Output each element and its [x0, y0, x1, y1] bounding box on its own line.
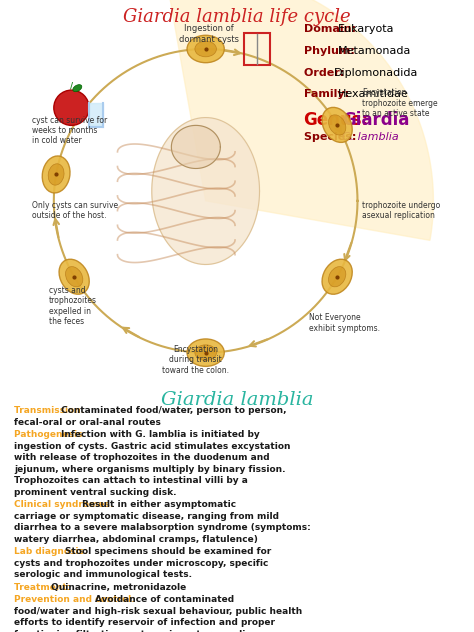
Text: with release of trophozoites in the duodenum and: with release of trophozoites in the duod… — [14, 453, 270, 463]
Text: carriage or symptomatic disease, ranging from mild: carriage or symptomatic disease, ranging… — [14, 512, 279, 521]
Text: Phylum:: Phylum: — [304, 46, 358, 56]
Text: Giardia lamblia life cycle: Giardia lamblia life cycle — [123, 8, 351, 26]
Polygon shape — [152, 118, 260, 264]
Text: functioning filtration systems in water supplies.: functioning filtration systems in water … — [14, 629, 260, 632]
Text: Ingestion of
dormant cysts: Ingestion of dormant cysts — [179, 25, 238, 44]
Ellipse shape — [322, 107, 352, 142]
Ellipse shape — [195, 345, 217, 360]
Text: Stool specimens should be examined for: Stool specimens should be examined for — [64, 547, 271, 556]
Text: Result in either asymptomatic: Result in either asymptomatic — [82, 501, 236, 509]
Text: Species:: Species: — [304, 132, 360, 142]
Text: Trophozoites can attach to intestinal villi by a: Trophozoites can attach to intestinal vi… — [14, 477, 248, 485]
Text: food/water and high-risk sexual behaviour, public health: food/water and high-risk sexual behaviou… — [14, 607, 302, 616]
Text: Transmission:: Transmission: — [14, 406, 88, 415]
Ellipse shape — [187, 35, 224, 63]
Ellipse shape — [42, 156, 70, 193]
Text: Infection with G. lamblia is initiated by: Infection with G. lamblia is initiated b… — [61, 430, 260, 439]
Text: Lab diagnosis:: Lab diagnosis: — [14, 547, 91, 556]
Text: cyst can survive for
weeks to months
in cold water: cyst can survive for weeks to months in … — [32, 116, 108, 145]
Text: Metamonada: Metamonada — [338, 46, 411, 56]
Ellipse shape — [65, 267, 83, 287]
Text: serologic and immunological tests.: serologic and immunological tests. — [14, 570, 192, 579]
Ellipse shape — [73, 85, 82, 92]
Text: fecal-oral or oral-anal routes: fecal-oral or oral-anal routes — [14, 418, 161, 427]
Text: Avoidance of contaminated: Avoidance of contaminated — [95, 595, 234, 604]
Text: trophozoite undergo
asexual replication: trophozoite undergo asexual replication — [363, 201, 441, 220]
Text: jejunum, where organisms multiply by binary fission.: jejunum, where organisms multiply by bin… — [14, 465, 285, 474]
Ellipse shape — [328, 115, 346, 135]
Text: Treatment:: Treatment: — [14, 583, 73, 592]
Text: cysts and
trophozoites
expelled in
the feces: cysts and trophozoites expelled in the f… — [49, 286, 97, 326]
Text: Only cysts can survive
outside of the host.: Only cysts can survive outside of the ho… — [32, 201, 118, 220]
Polygon shape — [89, 103, 103, 125]
Circle shape — [54, 90, 89, 125]
Ellipse shape — [322, 259, 352, 295]
Text: efforts to identify reservoir of infection and proper: efforts to identify reservoir of infecti… — [14, 618, 275, 627]
Text: Excystation
trophozoite emerge
to an active state: Excystation trophozoite emerge to an act… — [363, 88, 438, 118]
Text: Giardia: Giardia — [342, 111, 410, 129]
Text: Hexamitidae: Hexamitidae — [338, 89, 409, 99]
Ellipse shape — [195, 41, 217, 57]
Text: ingestion of cysts. Gastric acid stimulates excystation: ingestion of cysts. Gastric acid stimula… — [14, 442, 291, 451]
Polygon shape — [166, 0, 433, 240]
Ellipse shape — [48, 164, 64, 185]
Text: Contaminated food/water, person to person,: Contaminated food/water, person to perso… — [61, 406, 287, 415]
Text: prominent ventral sucking disk.: prominent ventral sucking disk. — [14, 488, 176, 497]
Text: Clinical syndromes:: Clinical syndromes: — [14, 501, 117, 509]
Polygon shape — [172, 125, 220, 169]
Text: Encystation
during transit
toward the colon.: Encystation during transit toward the co… — [163, 345, 229, 375]
Ellipse shape — [328, 267, 346, 287]
Text: cysts and trophozoites under microscopy, specific: cysts and trophozoites under microscopy,… — [14, 559, 268, 568]
Text: Genus:: Genus: — [304, 111, 369, 129]
Text: Giardia lamblia: Giardia lamblia — [161, 391, 313, 408]
Text: Order:: Order: — [304, 68, 348, 78]
Text: Prevention and control:: Prevention and control: — [14, 595, 138, 604]
Text: Not Everyone
exhibit symptoms.: Not Everyone exhibit symptoms. — [309, 313, 380, 333]
Text: watery diarrhea, abdominal cramps, flatulence): watery diarrhea, abdominal cramps, flatu… — [14, 535, 258, 544]
Text: Family:: Family: — [304, 89, 353, 99]
Text: Diplomonadida: Diplomonadida — [334, 68, 418, 78]
Ellipse shape — [187, 339, 224, 367]
Ellipse shape — [59, 259, 89, 295]
Text: /: / — [70, 81, 73, 90]
Text: G. lamblia: G. lamblia — [342, 132, 399, 142]
Text: Eukaryota: Eukaryota — [338, 25, 394, 35]
Text: diarrhea to a severe malabsorption syndrome (symptoms:: diarrhea to a severe malabsorption syndr… — [14, 523, 311, 532]
Text: Domain:: Domain: — [304, 25, 359, 35]
Text: Pathogenesis:: Pathogenesis: — [14, 430, 89, 439]
Text: Quinacrine, metronidazole: Quinacrine, metronidazole — [51, 583, 186, 592]
